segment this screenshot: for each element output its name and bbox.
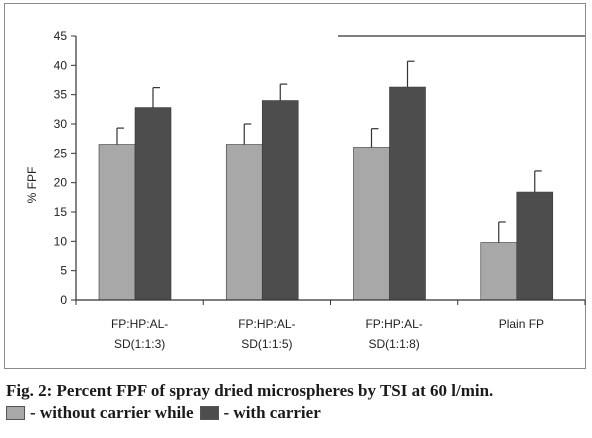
x-category-label: SD(1:1:5) xyxy=(241,337,292,351)
y-tick-label: 15 xyxy=(54,205,68,219)
y-axis-label: % FPF xyxy=(25,167,39,204)
figure-caption: Fig. 2: Percent FPF of spray dried micro… xyxy=(6,380,590,424)
bar-with-carrier xyxy=(261,100,299,301)
y-tick-label: 40 xyxy=(54,58,68,72)
bar-without-carrier xyxy=(98,144,136,301)
y-tick-label: 25 xyxy=(54,146,68,160)
bar-with-carrier xyxy=(516,191,554,301)
legend-swatch-with-carrier xyxy=(199,406,219,420)
y-axis-ticks: 0 5 10 15 20 25 30 35 40 45 xyxy=(54,29,76,307)
y-tick-label: 45 xyxy=(54,29,68,43)
x-category-label: Plain FP xyxy=(499,317,544,331)
y-tick-label: 5 xyxy=(60,264,67,278)
x-axis-ticks: FP:HP:AL- SD(1:1:3) FP:HP:AL- SD(1:1:5) FP:H… xyxy=(75,300,586,351)
y-tick-label: 10 xyxy=(54,234,68,248)
bar-with-carrier xyxy=(389,86,426,301)
x-category-label: SD(1:1:8) xyxy=(368,337,419,351)
caption-legend: - without carrier while - with carrier xyxy=(6,402,590,424)
legend-swatch-without-carrier xyxy=(6,406,25,420)
legend-label-without-carrier: - without carrier while xyxy=(30,403,194,422)
x-category-label: FP:HP:AL- xyxy=(365,317,422,331)
y-tick-label: 20 xyxy=(54,176,68,190)
legend-label-with-carrier: - with carrier xyxy=(223,403,321,422)
caption-title: Fig. 2: Percent FPF of spray dried micro… xyxy=(6,381,494,400)
x-category-label: SD(1:1:3) xyxy=(114,337,165,351)
x-category-label: FP:HP:AL- xyxy=(238,317,295,331)
bar-without-carrier xyxy=(225,144,263,301)
y-tick-label: 30 xyxy=(54,117,68,131)
bar-without-carrier xyxy=(480,242,518,301)
error-bars xyxy=(116,60,542,243)
bar-without-carrier xyxy=(353,147,390,301)
bar-with-carrier xyxy=(134,107,172,301)
bars xyxy=(98,86,554,301)
x-category-label: FP:HP:AL- xyxy=(111,317,168,331)
y-tick-label: 35 xyxy=(54,88,68,102)
y-tick-label: 0 xyxy=(60,293,67,307)
